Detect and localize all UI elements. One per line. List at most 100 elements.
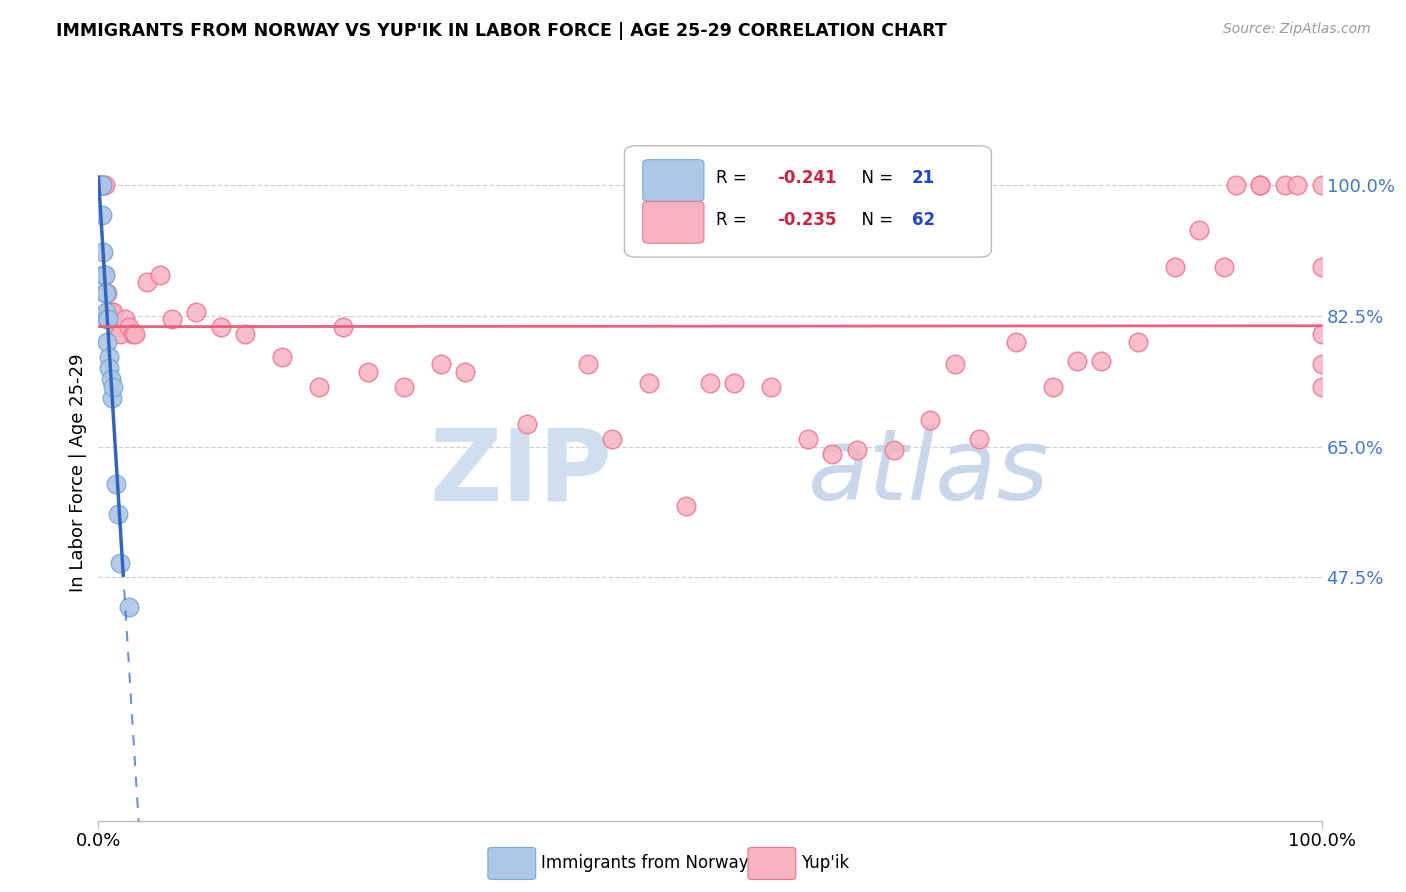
- Point: [114, 312, 136, 326]
- Point: [1310, 380, 1333, 394]
- FancyBboxPatch shape: [643, 160, 704, 202]
- Text: atlas: atlas: [808, 425, 1049, 521]
- Point: [100, 372, 122, 386]
- Point: [699, 376, 721, 390]
- Text: R =: R =: [716, 169, 752, 187]
- Text: ZIP: ZIP: [429, 425, 612, 521]
- Point: [94, 286, 117, 301]
- Point: [1225, 178, 1247, 192]
- Point: [93, 286, 115, 301]
- Point: [107, 507, 129, 521]
- Point: [821, 447, 844, 461]
- Point: [149, 268, 172, 282]
- Point: [104, 477, 127, 491]
- Point: [1128, 334, 1150, 349]
- Point: [1310, 327, 1333, 342]
- Point: [637, 376, 661, 390]
- Point: [94, 286, 117, 301]
- Point: [1212, 260, 1234, 274]
- Point: [101, 391, 124, 405]
- Point: [761, 380, 783, 394]
- FancyBboxPatch shape: [643, 202, 704, 244]
- Point: [98, 350, 121, 364]
- Point: [101, 380, 124, 394]
- Text: R =: R =: [716, 211, 752, 229]
- Point: [1004, 334, 1026, 349]
- Text: N =: N =: [851, 211, 898, 229]
- Point: [943, 357, 966, 371]
- Point: [883, 443, 905, 458]
- Text: Immigrants from Norway: Immigrants from Norway: [541, 855, 749, 872]
- Text: Yup'ik: Yup'ik: [801, 855, 849, 872]
- Point: [1249, 178, 1271, 192]
- Point: [96, 286, 118, 301]
- FancyBboxPatch shape: [624, 145, 991, 257]
- Point: [1066, 353, 1088, 368]
- Point: [101, 305, 124, 319]
- Y-axis label: In Labor Force | Age 25-29: In Labor Force | Age 25-29: [69, 353, 87, 592]
- Point: [576, 357, 599, 371]
- Point: [93, 268, 115, 282]
- Point: [91, 178, 114, 192]
- Point: [1286, 178, 1309, 192]
- Point: [1164, 260, 1187, 274]
- Point: [98, 361, 121, 376]
- Point: [270, 350, 294, 364]
- Point: [100, 305, 122, 319]
- Point: [97, 312, 120, 326]
- Text: -0.241: -0.241: [778, 169, 837, 187]
- Point: [118, 319, 141, 334]
- Point: [186, 305, 208, 319]
- Point: [97, 305, 120, 319]
- Point: [136, 275, 159, 289]
- Point: [110, 556, 132, 570]
- Point: [430, 357, 453, 371]
- Point: [91, 245, 114, 260]
- Point: [454, 365, 477, 379]
- Point: [600, 432, 623, 446]
- Point: [160, 312, 183, 326]
- Point: [1310, 260, 1333, 274]
- Point: [1249, 178, 1271, 192]
- Point: [1274, 178, 1296, 192]
- Point: [967, 432, 990, 446]
- Point: [797, 432, 820, 446]
- Text: 21: 21: [912, 169, 935, 187]
- Text: 62: 62: [912, 211, 935, 229]
- Point: [105, 319, 128, 334]
- Point: [94, 305, 117, 319]
- Point: [1090, 353, 1112, 368]
- Point: [96, 334, 118, 349]
- Point: [124, 327, 146, 342]
- Point: [675, 500, 697, 514]
- Point: [90, 178, 112, 192]
- Point: [332, 319, 354, 334]
- Point: [93, 178, 115, 192]
- Text: -0.235: -0.235: [778, 211, 837, 229]
- Point: [723, 376, 745, 390]
- Point: [392, 380, 416, 394]
- Point: [1042, 380, 1064, 394]
- Point: [920, 413, 942, 427]
- Point: [121, 327, 143, 342]
- Point: [515, 417, 537, 431]
- Point: [1310, 178, 1333, 192]
- Text: IMMIGRANTS FROM NORWAY VS YUP'IK IN LABOR FORCE | AGE 25-29 CORRELATION CHART: IMMIGRANTS FROM NORWAY VS YUP'IK IN LABO…: [56, 22, 948, 40]
- Point: [91, 268, 114, 282]
- Point: [93, 268, 115, 282]
- Point: [1310, 357, 1333, 371]
- Point: [91, 178, 114, 192]
- Point: [209, 319, 232, 334]
- Point: [90, 178, 112, 192]
- Point: [96, 312, 118, 326]
- Point: [845, 443, 868, 458]
- Text: N =: N =: [851, 169, 898, 187]
- Point: [1188, 222, 1211, 236]
- Point: [91, 178, 114, 192]
- Point: [91, 208, 114, 222]
- Point: [356, 365, 378, 379]
- Point: [233, 327, 256, 342]
- Point: [308, 380, 330, 394]
- Text: Source: ZipAtlas.com: Source: ZipAtlas.com: [1223, 22, 1371, 37]
- Point: [118, 600, 141, 615]
